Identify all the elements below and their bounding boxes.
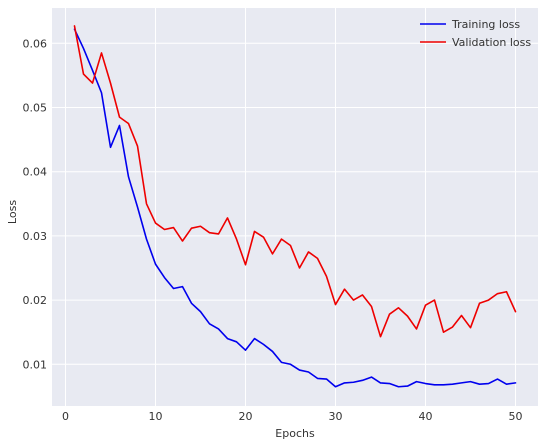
legend: Training loss Validation loss: [420, 18, 531, 49]
series-line-validation-loss: [73, 25, 517, 338]
y-tick-label: 0.06: [23, 37, 48, 50]
x-tick-label: 10: [149, 410, 163, 423]
y-tick-label: 0.02: [23, 294, 48, 307]
y-tick-label: 0.05: [23, 102, 48, 115]
x-tick-label: 20: [239, 410, 253, 423]
x-tick-label: 40: [419, 410, 433, 423]
x-axis-label: Epochs: [275, 427, 315, 440]
plot-area: [52, 8, 538, 406]
x-tick-label: 0: [62, 410, 69, 423]
y-tick-label: 0.04: [23, 166, 48, 179]
legend-label: Validation loss: [452, 36, 531, 49]
y-tick-label: 0.03: [23, 230, 48, 243]
y-axis-label: Loss: [6, 200, 19, 224]
grid: [52, 8, 538, 406]
series-lines: [73, 25, 517, 388]
y-tick-label: 0.01: [23, 358, 48, 371]
series-line-training-loss: [73, 28, 517, 388]
x-axis-ticks: 0 10 20 30 40 50: [62, 410, 523, 423]
x-tick-label: 30: [329, 410, 343, 423]
y-axis-ticks: 0.01 0.02 0.03 0.04 0.05 0.06: [23, 37, 48, 371]
legend-label: Training loss: [451, 18, 520, 31]
x-tick-label: 50: [509, 410, 523, 423]
